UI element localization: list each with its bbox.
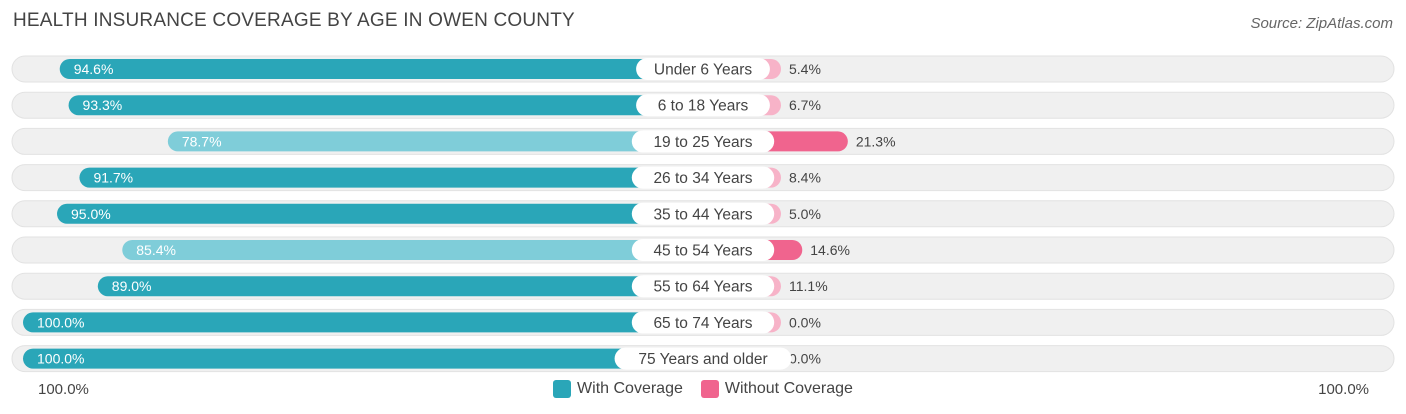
with-coverage-bar — [97, 276, 704, 297]
axis-right-label: 100.0% — [1318, 381, 1369, 398]
category-label: Under 6 Years — [654, 62, 752, 79]
with-coverage-bar — [23, 312, 703, 333]
with-coverage-value: 91.7% — [93, 170, 133, 186]
with-coverage-value: 94.6% — [74, 61, 114, 77]
without-coverage-value: 21.3% — [856, 133, 896, 149]
without-coverage-value: 0.0% — [789, 351, 821, 367]
category-label: 75 Years and older — [638, 351, 767, 368]
category-label-pill — [631, 202, 775, 225]
with-coverage-value: 100.0% — [37, 314, 84, 330]
chart-title: HEALTH INSURANCE COVERAGE BY AGE IN OWEN… — [13, 10, 575, 31]
legend-without-label: Without Coverage — [724, 380, 853, 397]
category-label: 26 to 34 Years — [653, 170, 752, 187]
with-coverage-bar — [23, 348, 703, 369]
category-label-pill — [636, 94, 770, 117]
category-label: 35 to 44 Years — [653, 206, 752, 223]
category-label-pill — [614, 347, 792, 370]
without-coverage-value: 6.7% — [789, 97, 821, 113]
category-label-pill — [631, 130, 775, 153]
with-coverage-value: 93.3% — [83, 97, 123, 113]
without-coverage-value: 5.0% — [789, 206, 821, 222]
category-label: 55 to 64 Years — [653, 279, 752, 296]
legend: With Coverage Without Coverage — [0, 380, 1406, 398]
category-label-pill — [631, 239, 775, 261]
with-coverage-bar — [122, 240, 703, 260]
with-coverage-value: 78.7% — [182, 133, 222, 149]
category-label: 65 to 74 Years — [653, 315, 752, 332]
without-coverage-value: 11.1% — [789, 278, 828, 294]
category-label-pill — [631, 275, 775, 298]
with-coverage-value: 95.0% — [71, 206, 111, 222]
with-coverage-value: 100.0% — [37, 351, 84, 367]
with-coverage-value: 85.4% — [136, 242, 176, 258]
without-coverage-value: 5.4% — [789, 61, 821, 77]
category-label-pill — [631, 166, 775, 189]
category-label: 45 to 54 Years — [653, 243, 752, 260]
with-coverage-bar — [167, 131, 704, 152]
without-coverage-value: 0.0% — [789, 314, 821, 330]
with-coverage-bar — [68, 95, 703, 116]
source-credit: Source: ZipAtlas.com — [1250, 15, 1393, 32]
category-label-pill — [636, 58, 770, 80]
category-label-pill — [631, 311, 775, 334]
legend-with-swatch — [553, 380, 572, 398]
category-label: 19 to 25 Years — [653, 134, 752, 151]
legend-with-label: With Coverage — [577, 380, 683, 397]
legend-without-swatch — [700, 380, 719, 398]
category-label: 6 to 18 Years — [658, 98, 749, 115]
axis-left-label: 100.0% — [38, 381, 89, 398]
legend-without-coverage: Without Coverage — [700, 380, 853, 398]
with-coverage-bar — [57, 203, 703, 224]
legend-with-coverage: With Coverage — [553, 380, 683, 398]
without-coverage-value: 8.4% — [789, 170, 821, 186]
with-coverage-bar — [79, 167, 703, 188]
with-coverage-value: 89.0% — [112, 278, 152, 294]
with-coverage-bar — [59, 59, 704, 79]
without-coverage-value: 14.6% — [810, 242, 850, 258]
